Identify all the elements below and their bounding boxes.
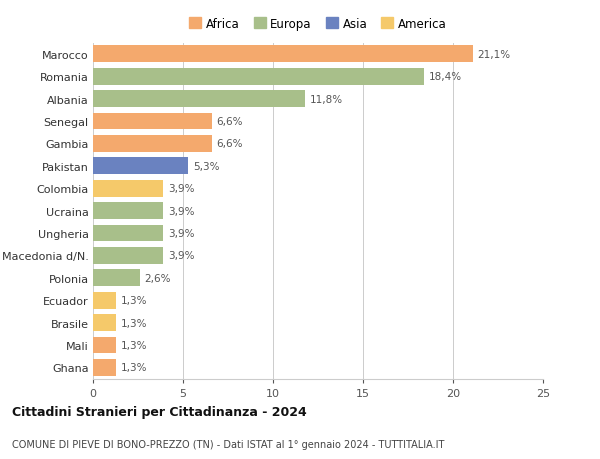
Bar xyxy=(93,91,305,108)
Text: 6,6%: 6,6% xyxy=(217,117,243,127)
Bar xyxy=(93,180,163,197)
Legend: Africa, Europa, Asia, America: Africa, Europa, Asia, America xyxy=(185,13,451,35)
Bar xyxy=(93,136,212,152)
Text: 5,3%: 5,3% xyxy=(193,162,220,172)
Text: 3,9%: 3,9% xyxy=(168,251,194,261)
Bar xyxy=(93,359,116,376)
Bar xyxy=(93,337,116,353)
Text: 3,9%: 3,9% xyxy=(168,206,194,216)
Text: 3,9%: 3,9% xyxy=(168,229,194,239)
Text: 21,1%: 21,1% xyxy=(478,50,511,60)
Text: 3,9%: 3,9% xyxy=(168,184,194,194)
Bar xyxy=(93,69,424,85)
Text: 1,3%: 1,3% xyxy=(121,318,148,328)
Bar xyxy=(93,225,163,242)
Bar xyxy=(93,113,212,130)
Text: 11,8%: 11,8% xyxy=(310,95,343,105)
Bar xyxy=(93,46,473,63)
Text: Cittadini Stranieri per Cittadinanza - 2024: Cittadini Stranieri per Cittadinanza - 2… xyxy=(12,405,307,419)
Text: 1,3%: 1,3% xyxy=(121,340,148,350)
Bar xyxy=(93,292,116,309)
Text: 18,4%: 18,4% xyxy=(428,72,462,82)
Bar xyxy=(93,203,163,219)
Text: COMUNE DI PIEVE DI BONO-PREZZO (TN) - Dati ISTAT al 1° gennaio 2024 - TUTTITALIA: COMUNE DI PIEVE DI BONO-PREZZO (TN) - Da… xyxy=(12,440,445,449)
Bar xyxy=(93,314,116,331)
Text: 2,6%: 2,6% xyxy=(145,273,171,283)
Bar xyxy=(93,270,140,286)
Text: 1,3%: 1,3% xyxy=(121,363,148,373)
Text: 1,3%: 1,3% xyxy=(121,296,148,306)
Text: 6,6%: 6,6% xyxy=(217,139,243,149)
Bar xyxy=(93,158,188,175)
Bar xyxy=(93,247,163,264)
